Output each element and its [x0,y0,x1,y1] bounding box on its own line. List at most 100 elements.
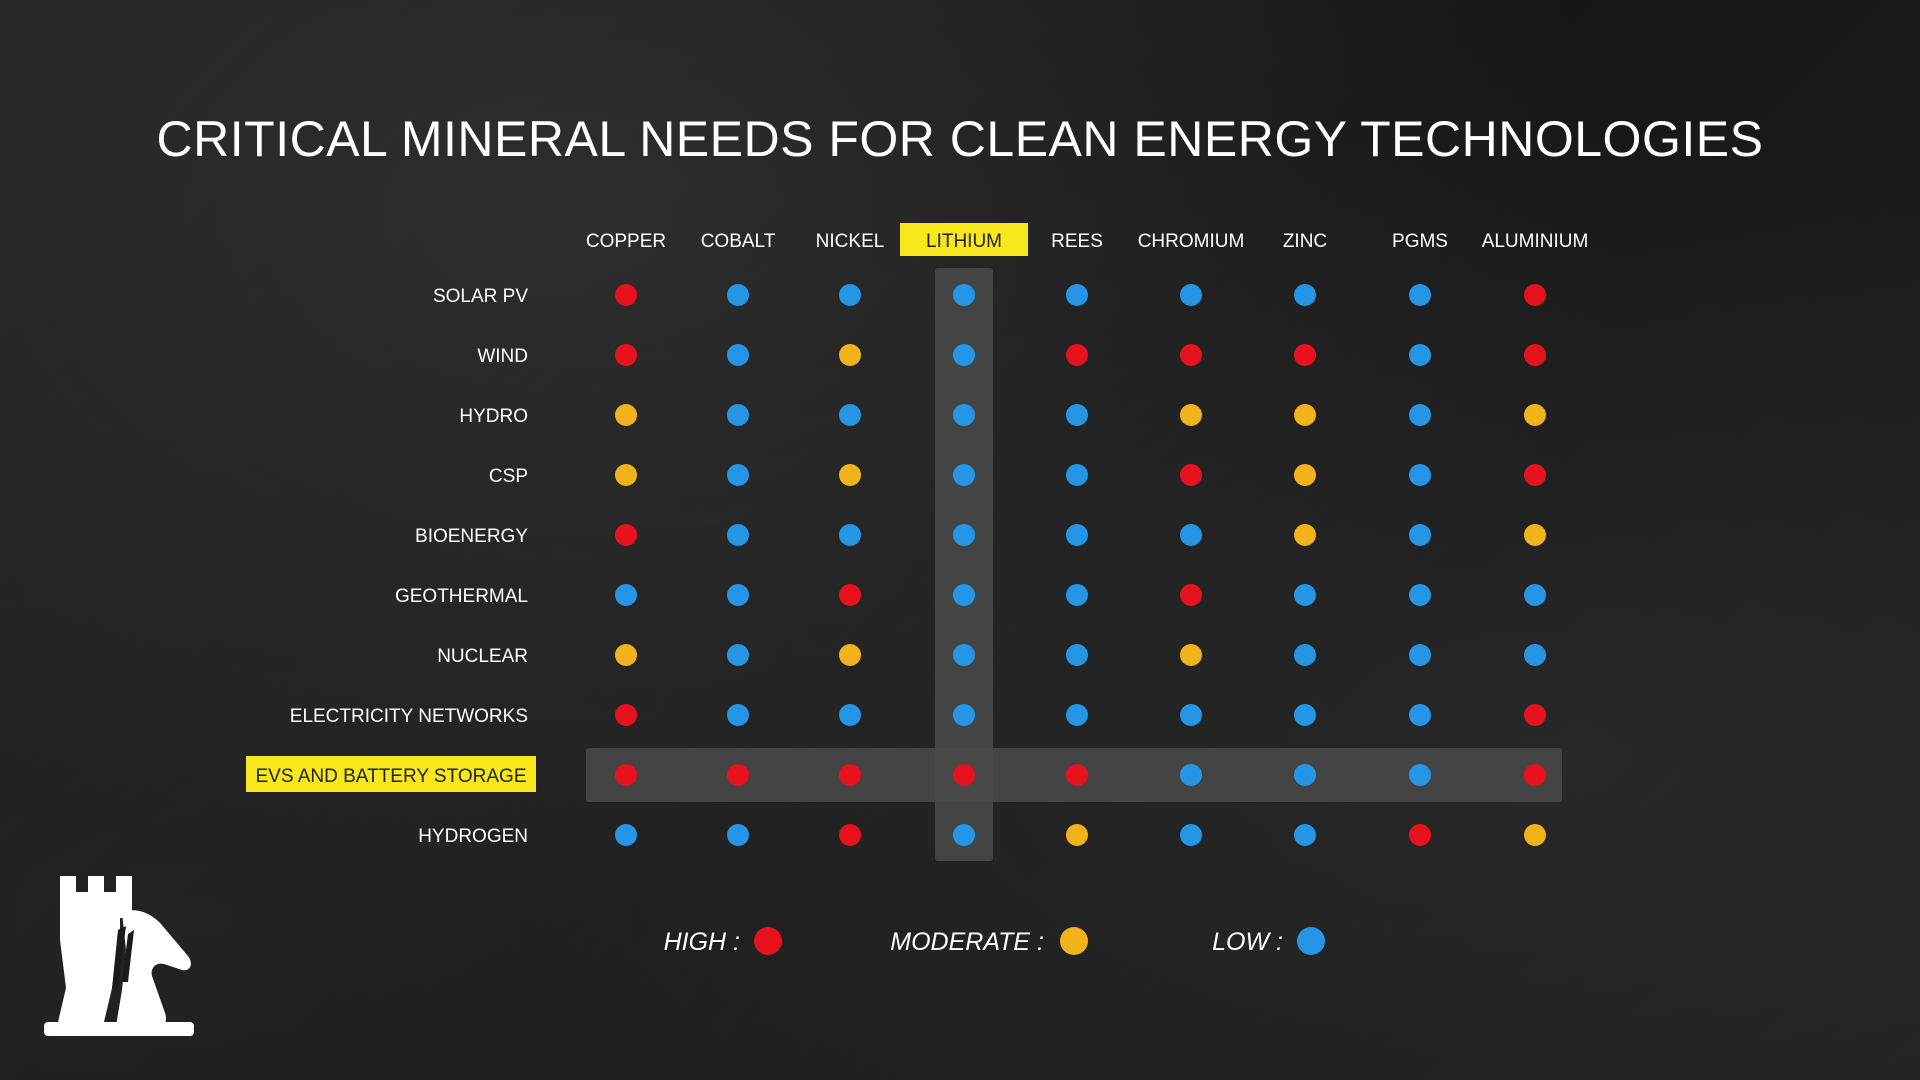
dot-solar-pv-pgms [1409,284,1431,306]
dot-csp-zinc [1294,464,1316,486]
column-label-chromium: CHROMIUM [1138,231,1245,252]
dot-nuclear-zinc [1294,644,1316,666]
dot-hydrogen-cobalt [727,824,749,846]
dot-hydro-aluminium [1524,404,1546,426]
dot-bioenergy-nickel [839,524,861,546]
dot-geothermal-nickel [839,584,861,606]
dot-geothermal-zinc [1294,584,1316,606]
dot-nuclear-nickel [839,644,861,666]
dot-electricity-networks-zinc [1294,704,1316,726]
chart-title: CRITICAL MINERAL NEEDS FOR CLEAN ENERGY … [157,111,1764,167]
dot-csp-rees [1066,464,1088,486]
dot-nuclear-pgms [1409,644,1431,666]
dot-evs-and-battery-storage-aluminium [1524,764,1546,786]
column-label-pgms: PGMS [1392,231,1448,252]
dot-bioenergy-zinc [1294,524,1316,546]
dot-electricity-networks-lithium [953,704,975,726]
dot-solar-pv-nickel [839,284,861,306]
dot-csp-aluminium [1524,464,1546,486]
dot-bioenergy-lithium [953,524,975,546]
dot-wind-lithium [953,344,975,366]
row-label-hydrogen: HYDROGEN [418,826,528,847]
dot-hydrogen-rees [1066,824,1088,846]
column-label-cobalt: COBALT [701,231,776,252]
dot-electricity-networks-rees [1066,704,1088,726]
dot-hydro-cobalt [727,404,749,426]
dot-electricity-networks-copper [615,704,637,726]
row-label-geothermal: GEOTHERMAL [395,586,528,607]
dot-geothermal-chromium [1180,584,1202,606]
dot-hydro-lithium [953,404,975,426]
column-label-lithium: LITHIUM [926,231,1002,252]
column-label-copper: COPPER [586,231,666,252]
dot-nuclear-copper [615,644,637,666]
dot-evs-and-battery-storage-cobalt [727,764,749,786]
dot-electricity-networks-pgms [1409,704,1431,726]
legend-dot-moderate [1060,927,1088,955]
dot-csp-copper [615,464,637,486]
dot-solar-pv-cobalt [727,284,749,306]
dot-nuclear-chromium [1180,644,1202,666]
legend-label-high: HIGH : [664,928,740,956]
dot-electricity-networks-cobalt [727,704,749,726]
legend-label-moderate: MODERATE : [890,928,1044,956]
dot-evs-and-battery-storage-lithium [953,764,975,786]
column-label-aluminium: ALUMINIUM [1482,231,1589,252]
dot-bioenergy-aluminium [1524,524,1546,546]
dot-nuclear-lithium [953,644,975,666]
dot-electricity-networks-chromium [1180,704,1202,726]
row-label-hydro: HYDRO [459,406,528,427]
dot-wind-chromium [1180,344,1202,366]
matrix-dots [615,284,1546,846]
column-label-highlight [900,223,1028,256]
dot-hydro-chromium [1180,404,1202,426]
dot-wind-aluminium [1524,344,1546,366]
dot-bioenergy-pgms [1409,524,1431,546]
row-label-csp: CSP [489,466,528,487]
dot-evs-and-battery-storage-copper [615,764,637,786]
dot-hydrogen-lithium [953,824,975,846]
dot-wind-cobalt [727,344,749,366]
dot-bioenergy-cobalt [727,524,749,546]
dot-evs-and-battery-storage-zinc [1294,764,1316,786]
dot-wind-pgms [1409,344,1431,366]
column-highlight-band [935,268,993,861]
dot-evs-and-battery-storage-pgms [1409,764,1431,786]
legend-dot-low [1297,927,1325,955]
dot-hydrogen-aluminium [1524,824,1546,846]
row-label-bioenergy: BIOENERGY [415,526,528,547]
dot-solar-pv-lithium [953,284,975,306]
dot-hydrogen-chromium [1180,824,1202,846]
legend-label-low: LOW : [1212,928,1283,956]
dot-geothermal-copper [615,584,637,606]
dot-wind-nickel [839,344,861,366]
dot-wind-zinc [1294,344,1316,366]
dot-wind-rees [1066,344,1088,366]
column-label-nickel: NICKEL [816,231,885,252]
dot-solar-pv-chromium [1180,284,1202,306]
dot-bioenergy-rees [1066,524,1088,546]
dot-hydrogen-zinc [1294,824,1316,846]
dot-hydrogen-pgms [1409,824,1431,846]
dot-hydro-zinc [1294,404,1316,426]
dot-hydro-nickel [839,404,861,426]
dot-geothermal-rees [1066,584,1088,606]
dot-bioenergy-chromium [1180,524,1202,546]
dot-electricity-networks-aluminium [1524,704,1546,726]
dot-nuclear-cobalt [727,644,749,666]
dot-csp-lithium [953,464,975,486]
dot-electricity-networks-nickel [839,704,861,726]
dot-hydro-rees [1066,404,1088,426]
dot-csp-nickel [839,464,861,486]
row-label-solar-pv: SOLAR PV [433,286,528,307]
column-label-rees: REES [1051,231,1103,252]
dot-geothermal-lithium [953,584,975,606]
dot-csp-chromium [1180,464,1202,486]
dot-nuclear-aluminium [1524,644,1546,666]
dot-bioenergy-copper [615,524,637,546]
row-label-electricity-networks: ELECTRICITY NETWORKS [290,706,528,727]
dot-csp-pgms [1409,464,1431,486]
rook-knight-logo [44,876,194,1036]
